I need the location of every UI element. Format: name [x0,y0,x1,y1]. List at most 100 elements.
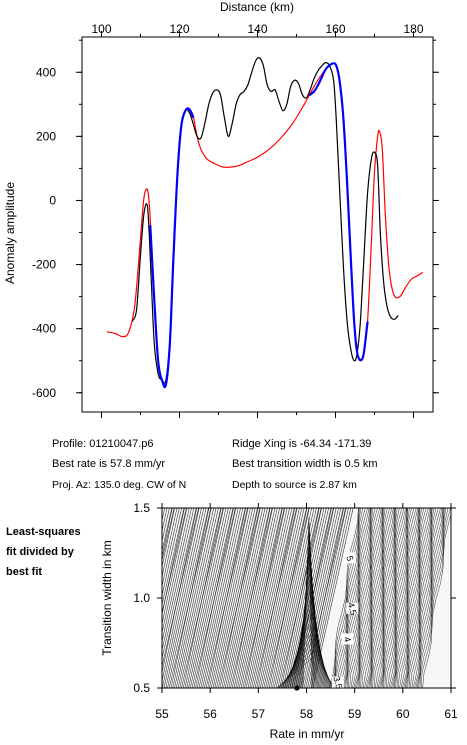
misfit-x-tick-label: 59 [348,707,362,721]
contour-line [415,508,444,688]
x-tick-label: 140 [247,22,267,36]
contour-line [329,508,359,688]
series-line-model [106,62,424,387]
contour-line [400,508,432,688]
contour-line [301,508,344,688]
contour-line [162,508,192,643]
contour-line [247,508,288,688]
y-axis-title: Anomaly amplitude [3,182,17,284]
misfit-x-tick-label: 55 [155,707,169,721]
contour-line [420,508,451,688]
contour-line [373,508,405,688]
misfit-note-line-2: fit divided by [6,546,74,558]
contour-line [349,508,381,688]
contour-line [163,508,205,688]
contour-line [371,508,400,688]
contour-line [167,508,209,688]
contour-line [233,508,273,688]
contour-line [203,508,246,688]
contour-line [388,508,419,688]
ridge-crossing: Ridge Xing is -64.34 -171.39 [232,438,372,450]
contour-line [301,523,314,688]
contour-line [384,508,415,688]
contour-line [364,508,395,688]
contour-line [214,508,256,688]
contour-line [345,508,374,688]
contour-line [165,508,207,688]
contour-line [226,508,268,688]
contour-line [196,508,237,688]
contour-label-bg [341,633,354,645]
contour-line [333,508,362,688]
contour-line [216,508,258,688]
contour-line [162,508,175,562]
contour-line [240,508,283,688]
contour-line [259,508,300,688]
contour-line [356,508,384,688]
contour-line [348,508,378,688]
contour-line [398,508,429,688]
contour-line [179,508,222,688]
x-tick-label: 120 [169,22,189,36]
misfit-axis-ticks: 55 56 57 58 59 60 61 0.5 1.0 1.5 [133,501,458,721]
contour-line [396,508,427,688]
contour-line [162,508,198,674]
contour-line [361,508,393,688]
misfit-note-line-3: best fit [6,566,43,578]
contour-line [182,508,222,688]
misfit-note: Least-squares fit divided by best fit [6,522,106,582]
contour-line [280,508,320,688]
misfit-x-axis-title: Rate in mm/yr [270,727,345,741]
contour-line [419,508,449,688]
contour-line [202,508,244,688]
y-tick-label: 400 [36,65,56,79]
contour-line [195,508,234,688]
contour-line [365,508,395,688]
contour-line [162,508,182,597]
contour-line [339,508,371,688]
contour-line [188,508,229,688]
contour-line [209,508,249,688]
contour-line [249,508,290,688]
contour-line [338,508,370,688]
contour-line [162,508,173,558]
contour-line [406,508,435,688]
series-line-fit_segment_1 [149,107,195,389]
contour-line [162,508,185,606]
contour-line [219,508,259,688]
profile-series [106,57,424,389]
contour-label-bg [331,676,344,688]
contour-line [252,508,295,688]
contour-line [261,508,303,688]
contour-line [207,508,247,688]
contour-labels: 5 4.5 4 3.5 [331,552,359,690]
contour-line [379,508,408,688]
misfit-x-tick-label: 60 [396,707,410,721]
contour-line [258,508,298,688]
contour-line [342,508,372,688]
y-tick-label: -600 [32,386,56,400]
contour-line [354,508,384,688]
contour-line [330,508,359,688]
contour-line [395,508,425,688]
best-rate: Best rate is 57.8 mm/yr [52,458,166,470]
misfit-x-tick-label: 58 [300,707,314,721]
contour-line [369,508,398,688]
contour-line [162,508,202,688]
contour-line [221,508,261,688]
contour-line [362,508,394,688]
contour-line [162,508,178,578]
contour-line [376,508,407,688]
misfit-y-tick-label: 0.5 [133,681,150,695]
contour-line [414,508,444,688]
contour-line [334,508,364,688]
contour-line [391,508,420,688]
y-tick-label: 0 [49,193,56,207]
contour-line [238,508,280,688]
contour-line [337,508,368,688]
contour-line [270,508,310,688]
contour-line [162,508,173,553]
contour-line [352,508,383,688]
misfit-y-axis-title: Transition width in km [100,540,114,656]
contour-line [299,534,315,688]
